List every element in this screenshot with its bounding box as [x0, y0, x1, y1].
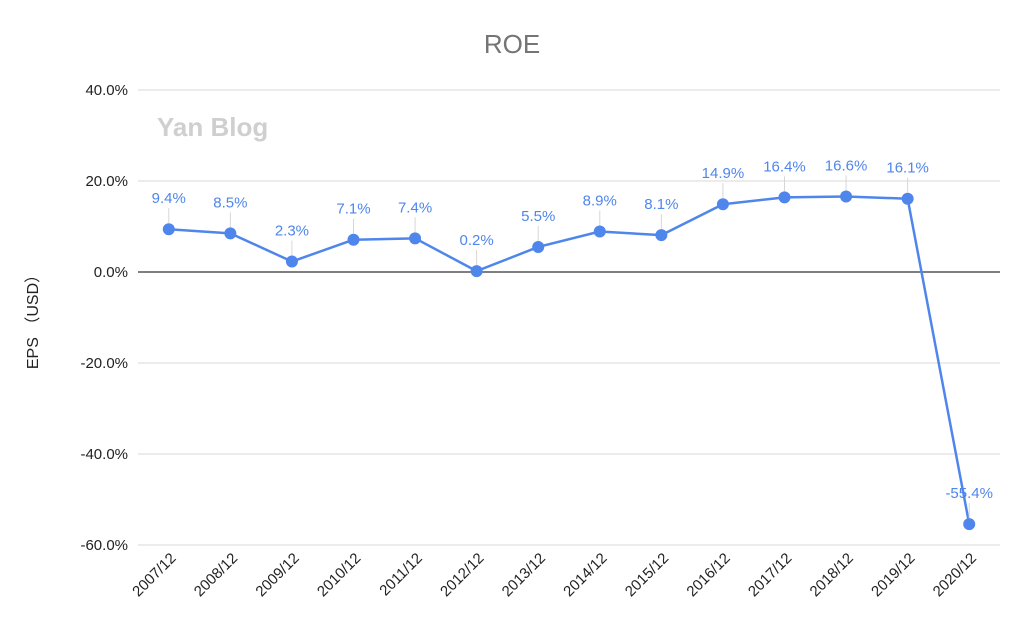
- y-tick-label: -60.0%: [80, 537, 128, 554]
- data-label: 8.1%: [644, 196, 678, 213]
- data-point: [593, 225, 606, 238]
- gridlines: [138, 89, 1000, 546]
- x-tick-label: 2012/12: [437, 550, 487, 600]
- data-point: [532, 240, 545, 253]
- data-label: 16.6%: [825, 157, 868, 174]
- x-tick-label: 2009/12: [252, 550, 302, 600]
- x-tick-labels: 2007/12 2008/12 2009/12 2010/12 2011/12 2012/…: [129, 550, 980, 600]
- y-tick-label: 40.0%: [85, 82, 128, 99]
- data-point: [347, 233, 360, 246]
- data-label: 16.4%: [763, 158, 806, 175]
- x-tick-label: 2011/12: [376, 550, 426, 600]
- data-point: [655, 229, 668, 242]
- data-label: 7.1%: [336, 201, 370, 218]
- data-label: 9.4%: [152, 190, 186, 207]
- data-label: 14.9%: [702, 165, 745, 182]
- x-tick-label: 2016/12: [683, 550, 733, 600]
- data-label: 8.5%: [213, 194, 247, 211]
- data-point: [716, 198, 729, 211]
- data-label: 5.5%: [521, 208, 555, 225]
- x-tick-label: 2018/12: [807, 550, 857, 600]
- series-roe: [162, 190, 976, 531]
- x-tick-label: 2010/12: [314, 550, 364, 600]
- x-tick-label: 2013/12: [499, 550, 549, 600]
- data-point: [285, 255, 298, 268]
- chart-title: ROE: [484, 29, 540, 59]
- data-point: [224, 227, 237, 240]
- data-point: [963, 518, 976, 531]
- y-tick-label: -20.0%: [80, 355, 128, 372]
- data-label: 16.1%: [886, 160, 929, 177]
- data-label: -55.4%: [945, 485, 993, 502]
- data-label: 7.4%: [398, 199, 432, 216]
- data-point: [901, 192, 914, 205]
- y-axis-label: EPS （USD）: [24, 267, 42, 369]
- data-point: [409, 232, 422, 245]
- x-tick-label: 2020/12: [930, 550, 980, 600]
- y-tick-labels: 40.0% 20.0% 0.0% -20.0% -40.0% -60.0%: [80, 82, 128, 554]
- x-tick-label: 2014/12: [560, 550, 610, 600]
- data-label: 8.9%: [583, 193, 617, 210]
- x-tick-label: 2007/12: [129, 550, 179, 600]
- y-tick-label: 20.0%: [85, 173, 128, 190]
- x-tick-label: 2008/12: [191, 550, 241, 600]
- data-labels: 9.4% 8.5% 2.3% 7.1% 7.4% 0.2% 5.5% 8.9% 8.1% 14.9…: [152, 157, 993, 519]
- x-tick-label: 2017/12: [745, 550, 795, 600]
- x-tick-label: 2019/12: [868, 550, 918, 600]
- watermark: Yan Blog: [157, 112, 268, 142]
- y-tick-label: 0.0%: [94, 264, 128, 281]
- data-label: 0.2%: [460, 232, 494, 249]
- data-point: [470, 265, 483, 278]
- series-line: [168, 195, 971, 525]
- data-point: [840, 190, 853, 203]
- y-tick-label: -40.0%: [80, 446, 128, 463]
- data-point: [162, 223, 175, 236]
- data-label: 2.3%: [275, 223, 309, 240]
- x-tick-label: 2015/12: [622, 550, 672, 600]
- data-point: [778, 191, 791, 204]
